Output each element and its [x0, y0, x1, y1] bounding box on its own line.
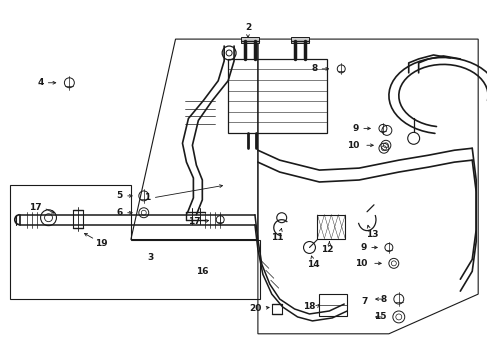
Text: 2: 2: [244, 23, 250, 32]
Text: 13: 13: [365, 230, 378, 239]
Text: 14: 14: [306, 260, 319, 269]
Text: 9: 9: [352, 124, 358, 133]
Text: 20: 20: [249, 303, 262, 312]
Text: 8: 8: [310, 64, 317, 73]
Text: 18: 18: [303, 302, 315, 311]
Text: 10: 10: [346, 141, 358, 150]
Text: 6: 6: [117, 208, 122, 217]
Text: 15: 15: [374, 312, 386, 321]
Text: 4: 4: [37, 78, 43, 87]
Text: 9: 9: [360, 243, 366, 252]
Bar: [290, 37, 308, 43]
Text: 12: 12: [321, 245, 333, 254]
Text: 11: 11: [271, 233, 284, 242]
Text: 17: 17: [187, 217, 200, 226]
Text: 5: 5: [117, 192, 122, 201]
Text: 19: 19: [95, 239, 107, 248]
Bar: [241, 37, 258, 43]
Text: 8: 8: [380, 294, 386, 303]
Text: 16: 16: [196, 267, 208, 276]
Text: 3: 3: [147, 253, 154, 262]
Text: 10: 10: [354, 259, 366, 268]
Text: 17: 17: [29, 203, 41, 212]
Bar: [319, 294, 346, 316]
Text: 1: 1: [144, 193, 150, 202]
Bar: [317, 215, 345, 239]
Bar: [228, 59, 326, 133]
Text: 7: 7: [360, 297, 366, 306]
